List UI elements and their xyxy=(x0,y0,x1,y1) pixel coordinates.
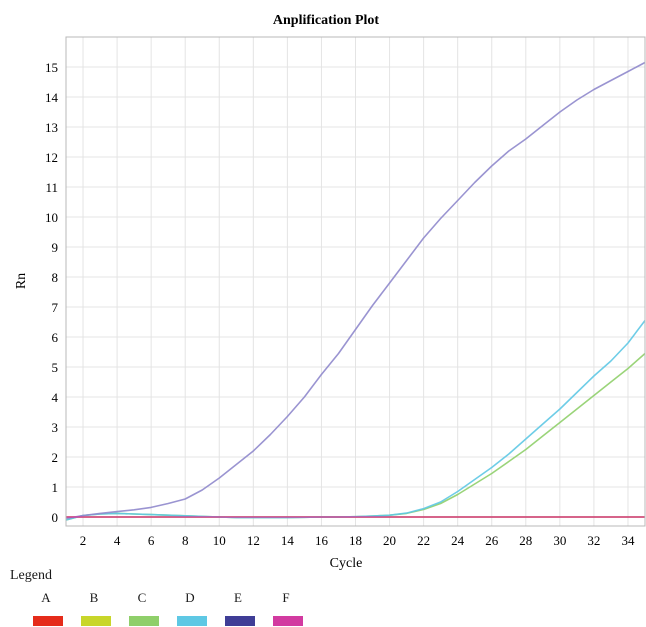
legend-swatch xyxy=(33,616,63,626)
legend-title: Legend xyxy=(10,568,52,583)
x-tick-label: 12 xyxy=(247,533,260,548)
x-tick-label: 24 xyxy=(451,533,465,548)
chart-title: Anplification Plot xyxy=(273,13,380,28)
x-tick-label: 6 xyxy=(148,533,155,548)
x-tick-label: 34 xyxy=(621,533,635,548)
legend-swatch xyxy=(177,616,207,626)
legend-item-F: F xyxy=(270,590,303,626)
series-line-E xyxy=(65,61,646,520)
legend-swatch xyxy=(225,616,255,626)
legend-item-B: B xyxy=(78,590,111,626)
series-layer xyxy=(65,61,646,521)
y-axis-label: Rn xyxy=(14,273,29,289)
x-tick-label: 32 xyxy=(587,533,600,548)
y-tick-label: 0 xyxy=(52,510,59,525)
x-tick-label: 30 xyxy=(553,533,566,548)
y-tick-label: 2 xyxy=(52,450,59,465)
x-tick-label: 18 xyxy=(349,533,362,548)
grid xyxy=(66,37,645,526)
y-tick-label: 8 xyxy=(52,270,59,285)
legend-swatch xyxy=(273,616,303,626)
x-tick-label: 8 xyxy=(182,533,189,548)
x-tick-label: 20 xyxy=(383,533,396,548)
legend-label: C xyxy=(137,590,147,605)
y-tick-label: 11 xyxy=(45,180,58,195)
legend-label: D xyxy=(185,590,195,605)
y-tick-label: 3 xyxy=(52,420,59,435)
x-tick-label: 28 xyxy=(519,533,532,548)
legend-label: F xyxy=(282,590,290,605)
y-tick-label: 13 xyxy=(45,120,58,135)
y-tick-label: 4 xyxy=(52,390,59,405)
legend-item-E: E xyxy=(222,590,255,626)
x-tick-label: 16 xyxy=(315,533,329,548)
y-tick-label: 9 xyxy=(52,240,59,255)
tick-labels: 2 4 6 8 10 12 14 16 18 20 22 24 26 28 30 32 340123456789… xyxy=(45,60,635,548)
x-tick-label: 22 xyxy=(417,533,430,548)
y-tick-label: 7 xyxy=(52,300,59,315)
y-tick-label: 10 xyxy=(45,210,58,225)
x-tick-label: 14 xyxy=(281,533,295,548)
x-tick-label: 4 xyxy=(114,533,121,548)
y-tick-label: 5 xyxy=(52,360,59,375)
x-tick-label: 10 xyxy=(213,533,226,548)
legend-item-D: D xyxy=(174,590,207,626)
y-tick-label: 12 xyxy=(45,150,58,165)
y-tick-label: 14 xyxy=(45,90,59,105)
x-axis-label: Cycle xyxy=(330,556,363,571)
legend-item-A: A xyxy=(30,590,63,626)
y-tick-label: 6 xyxy=(52,330,59,345)
legend-label: B xyxy=(89,590,99,605)
legend-swatch xyxy=(81,616,111,626)
plot-frame xyxy=(65,36,646,527)
y-tick-label: 1 xyxy=(52,480,59,495)
x-tick-label: 26 xyxy=(485,533,499,548)
legend-item-C: C xyxy=(126,590,159,626)
x-tick-label: 2 xyxy=(80,533,87,548)
legend-label: A xyxy=(41,590,51,605)
legend-swatch xyxy=(129,616,159,626)
y-tick-label: 15 xyxy=(45,60,58,75)
legend-label: E xyxy=(234,590,242,605)
